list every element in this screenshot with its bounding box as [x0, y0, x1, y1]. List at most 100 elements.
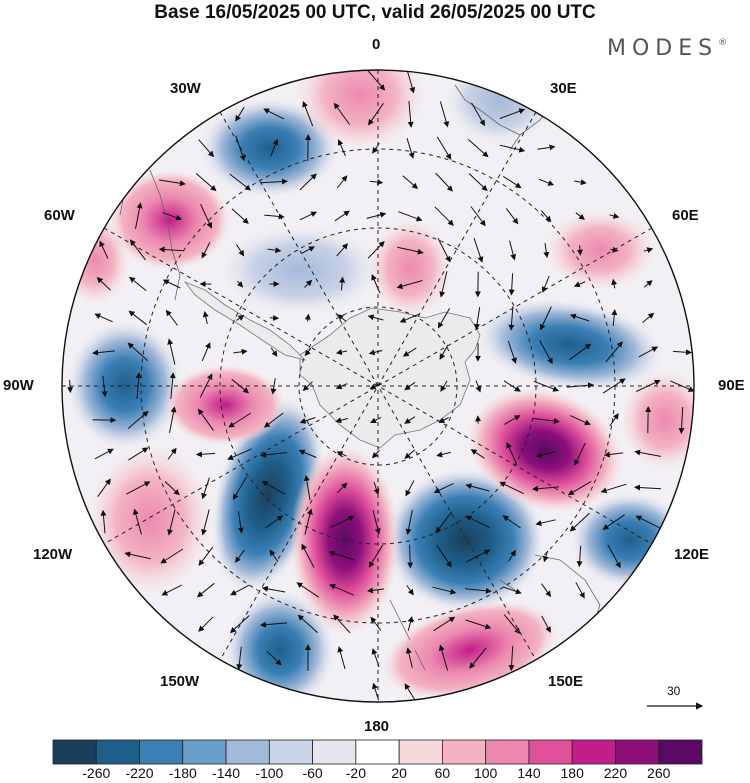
registered-mark: ® — [718, 38, 728, 48]
colorbar-tick-label: -220 — [125, 765, 154, 781]
wind-arrow — [398, 211, 423, 222]
wind-arrow — [406, 138, 415, 159]
colorbar-swatch — [52, 739, 97, 765]
wind-arrow — [330, 515, 355, 528]
wind-arrow — [301, 543, 315, 568]
wind-arrow — [336, 451, 347, 457]
wind-arrow — [371, 274, 381, 294]
wind-arrow — [465, 515, 490, 529]
wind-arrow — [575, 581, 585, 599]
wind-arrow — [435, 511, 453, 534]
wind-arrow — [432, 586, 457, 595]
wind-arrow — [367, 314, 384, 321]
wind-arrow — [231, 208, 249, 224]
colorbar-tick-label: -60 — [302, 765, 323, 781]
wind-arrow — [235, 244, 245, 257]
wind-arrow — [199, 373, 213, 398]
wind-arrow — [169, 406, 177, 433]
positive-anomaly — [620, 370, 694, 470]
map-boundary — [61, 69, 695, 703]
wind-arrow — [94, 313, 113, 323]
colorbar-swatch — [355, 739, 400, 765]
lon-label-90w: 90W — [3, 377, 34, 394]
wind-arrow — [67, 379, 74, 394]
wind-arrow — [539, 340, 553, 365]
colorbar-swatch — [485, 739, 530, 765]
wind-arrow — [371, 648, 380, 668]
wind-arrow — [368, 544, 384, 568]
wind-arrow — [602, 514, 625, 530]
wind-arrow — [566, 382, 594, 389]
graticule — [62, 70, 694, 702]
lon-label-30e: 30E — [550, 80, 577, 97]
meridian-60w-120e — [103, 227, 653, 545]
reference-vector-label: 30 — [667, 684, 681, 698]
wind-arrow — [439, 271, 448, 298]
wind-arrow — [128, 310, 148, 326]
wind-arrow — [407, 544, 414, 569]
wind-arrow — [270, 347, 278, 357]
wind-arrow — [402, 175, 419, 189]
wind-arrow — [264, 213, 285, 220]
wind-arrow — [397, 246, 424, 255]
wind-arrow — [135, 202, 143, 229]
wind-arrow — [99, 240, 109, 259]
wind-arrow — [367, 70, 386, 91]
wind-arrow — [198, 616, 214, 632]
wind-arrow — [201, 477, 210, 500]
lon-label-150e: 150E — [548, 673, 584, 690]
colorbar-tick-label: 220 — [603, 765, 628, 781]
wind-arrow — [302, 381, 313, 391]
wind-arrow — [542, 550, 549, 563]
wind-arrow — [336, 482, 348, 494]
colorbar-swatch — [615, 739, 660, 765]
wind-arrow — [336, 175, 348, 189]
wind-arrow — [438, 644, 449, 671]
wind-arrow — [439, 344, 449, 360]
wind-arrow — [468, 173, 488, 192]
wind-arrow — [541, 583, 552, 598]
wind-arrow — [673, 349, 692, 356]
wind-arrow — [574, 179, 587, 186]
wind-arrow — [470, 449, 485, 459]
meridian-30w-150e — [219, 111, 537, 661]
negative-anomaly — [385, 468, 545, 612]
new-zealand-coast — [389, 599, 426, 671]
wind-arrow — [198, 139, 215, 158]
colorbar-swatch — [268, 739, 314, 765]
wind-arrow — [201, 342, 211, 362]
wind-arrow — [643, 280, 653, 288]
wind-arrow — [135, 372, 142, 400]
wind-arrow — [407, 101, 414, 128]
wind-arrow — [298, 449, 317, 458]
wind-arrow — [475, 380, 482, 393]
brand-name: MODES — [607, 36, 719, 61]
wind-arrow — [265, 515, 284, 529]
wind-arrow — [230, 584, 250, 596]
positive-anomaly — [368, 218, 452, 318]
wind-arrow — [473, 238, 484, 263]
wind-arrow — [567, 480, 592, 496]
wind-arrow — [471, 102, 485, 127]
wind-arrow — [232, 476, 248, 501]
wind-arrow — [574, 442, 586, 466]
wind-arrow — [92, 349, 115, 356]
wind-arrow — [642, 312, 655, 323]
wind-arrow — [466, 549, 491, 563]
wind-arrow — [235, 135, 246, 162]
wind-arrow — [372, 682, 380, 701]
wind-arrow — [499, 108, 526, 119]
wind-arrow — [469, 647, 487, 669]
wind-arrow — [169, 372, 176, 399]
lon-label-120w: 120W — [33, 546, 73, 563]
wind-arrow — [161, 584, 182, 596]
wind-arrow — [607, 544, 621, 569]
wind-arrow — [367, 587, 385, 594]
wind-arrow — [198, 546, 214, 566]
lon-label-60e: 60E — [672, 207, 699, 224]
wind-arrow — [465, 619, 492, 630]
wind-arrow — [266, 650, 282, 666]
wind-arrow — [433, 483, 454, 493]
wind-arrow — [267, 247, 282, 254]
wind-arrow — [405, 480, 415, 497]
